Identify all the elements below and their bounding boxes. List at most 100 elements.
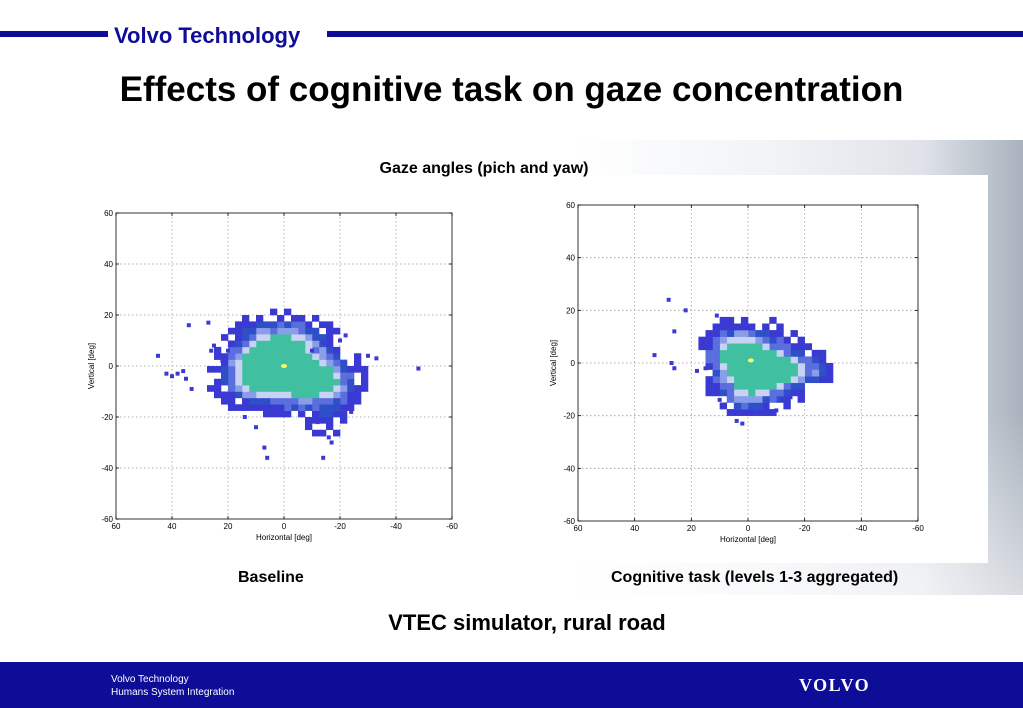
heatmap-cell	[755, 369, 763, 377]
y-tick-label: 60	[566, 201, 575, 210]
heatmap-cell	[319, 397, 327, 405]
heatmap-cell	[705, 349, 713, 357]
heatmap-cell	[719, 336, 728, 344]
heatmap-cell	[284, 391, 292, 399]
heatmap-cell	[235, 359, 243, 367]
heatmap-cell	[242, 404, 250, 411]
heatmap-cell	[298, 372, 306, 380]
heatmap-cell	[298, 315, 306, 322]
x-tick-label: 20	[687, 524, 696, 533]
scatter-point	[209, 348, 214, 353]
x-tick-label: -60	[912, 524, 924, 533]
peak-contour	[742, 355, 759, 366]
scatter-point	[788, 395, 793, 400]
heatmap-cell	[305, 397, 313, 405]
heatmap-cell	[319, 378, 327, 386]
heatmap-cell	[319, 366, 327, 373]
scatter-point	[164, 371, 169, 376]
x-tick-label: -60	[446, 522, 458, 531]
heatmap-cell	[797, 369, 805, 377]
heatmap-cell	[712, 343, 720, 351]
heatmap-cell	[769, 389, 777, 397]
scatter-point	[321, 455, 326, 460]
scatter-point	[774, 408, 779, 413]
heatmap-cell	[811, 369, 820, 377]
heatmap-cell	[733, 402, 742, 410]
heatmap-cell	[783, 395, 791, 403]
heatmap-cell	[748, 389, 756, 397]
heatmap-cell	[719, 323, 728, 331]
heatmap-cell	[719, 402, 728, 410]
heatmap-cell	[698, 336, 706, 344]
heatmap-cell	[740, 382, 749, 390]
heatmap-cell	[291, 385, 299, 392]
heatmap-cell	[776, 363, 784, 370]
y-tick-label: -20	[563, 412, 575, 421]
heatmap-cell	[347, 391, 355, 399]
heatmap-cell	[291, 397, 299, 405]
heatmap-cell	[326, 423, 334, 431]
heatmap-cell	[340, 417, 348, 424]
heatmap-cell	[228, 346, 236, 354]
heatmap-cell	[776, 376, 784, 384]
header-bar-right	[327, 31, 1023, 37]
heatmap-cell	[214, 378, 222, 386]
heatmap-cell	[305, 423, 313, 431]
heatmap-cell	[263, 410, 271, 418]
heatmap-cell	[270, 308, 278, 316]
heatmap-cell	[319, 385, 327, 392]
heatmap-cell	[242, 346, 250, 354]
footer-department: Humans System Integration	[111, 687, 235, 698]
heatmap-cell	[277, 410, 285, 418]
heatmap-cell	[221, 391, 229, 399]
heatmap-cell	[797, 336, 805, 344]
heatmap-cell	[354, 366, 362, 373]
heatmap-cell	[270, 397, 278, 405]
heatmap-cell	[291, 321, 299, 329]
heatmap-cell	[228, 340, 236, 348]
heatmap-cell	[312, 397, 320, 405]
y-tick-label: 60	[104, 209, 113, 218]
heatmap-cell	[298, 340, 306, 348]
scatter-point	[184, 376, 188, 381]
scatter-point	[695, 368, 699, 373]
heatmap-cell	[284, 372, 292, 380]
heatmap-cell	[284, 321, 292, 329]
heatmap-cell	[712, 349, 720, 357]
scatter-point	[672, 366, 677, 371]
heatmap-cell	[312, 353, 320, 360]
heatmap-cell	[726, 323, 735, 331]
heatmap-cell	[776, 343, 784, 351]
heatmap-cell	[818, 369, 827, 377]
heatmap-cell	[712, 330, 720, 337]
heatmap-cell	[242, 353, 250, 360]
heatmap-cell	[291, 327, 299, 335]
heatmap-cell	[726, 376, 735, 384]
header-bar-left	[0, 31, 108, 37]
heatmap-cell	[762, 409, 770, 416]
heatmap-cell	[755, 330, 763, 337]
heatmap-cell	[705, 389, 713, 397]
heatmap-cell	[256, 385, 264, 392]
heatmap-cell	[740, 330, 749, 337]
heatmap-cell	[783, 336, 791, 344]
heatmap-cell	[319, 429, 327, 437]
scatter-point	[242, 415, 247, 419]
heatmap-cell	[284, 353, 292, 360]
heatmap-cell	[726, 349, 735, 357]
heatmap-cell	[740, 395, 749, 403]
baseline-caption: Baseline	[238, 569, 304, 586]
heatmap-cell	[340, 391, 348, 399]
heatmap-cell	[305, 353, 313, 360]
heatmap-cell	[790, 389, 798, 397]
scatter-point	[265, 455, 270, 460]
heatmap-cell	[762, 356, 770, 364]
scatter-point	[181, 369, 186, 374]
scatter-point	[740, 421, 745, 426]
heatmap-cell	[712, 382, 720, 390]
x-tick-label: 60	[574, 524, 583, 533]
heatmap-cell	[228, 366, 236, 373]
heatmap-cell	[748, 349, 756, 357]
heatmap-cell	[354, 397, 362, 405]
heatmap-cell	[705, 343, 713, 351]
